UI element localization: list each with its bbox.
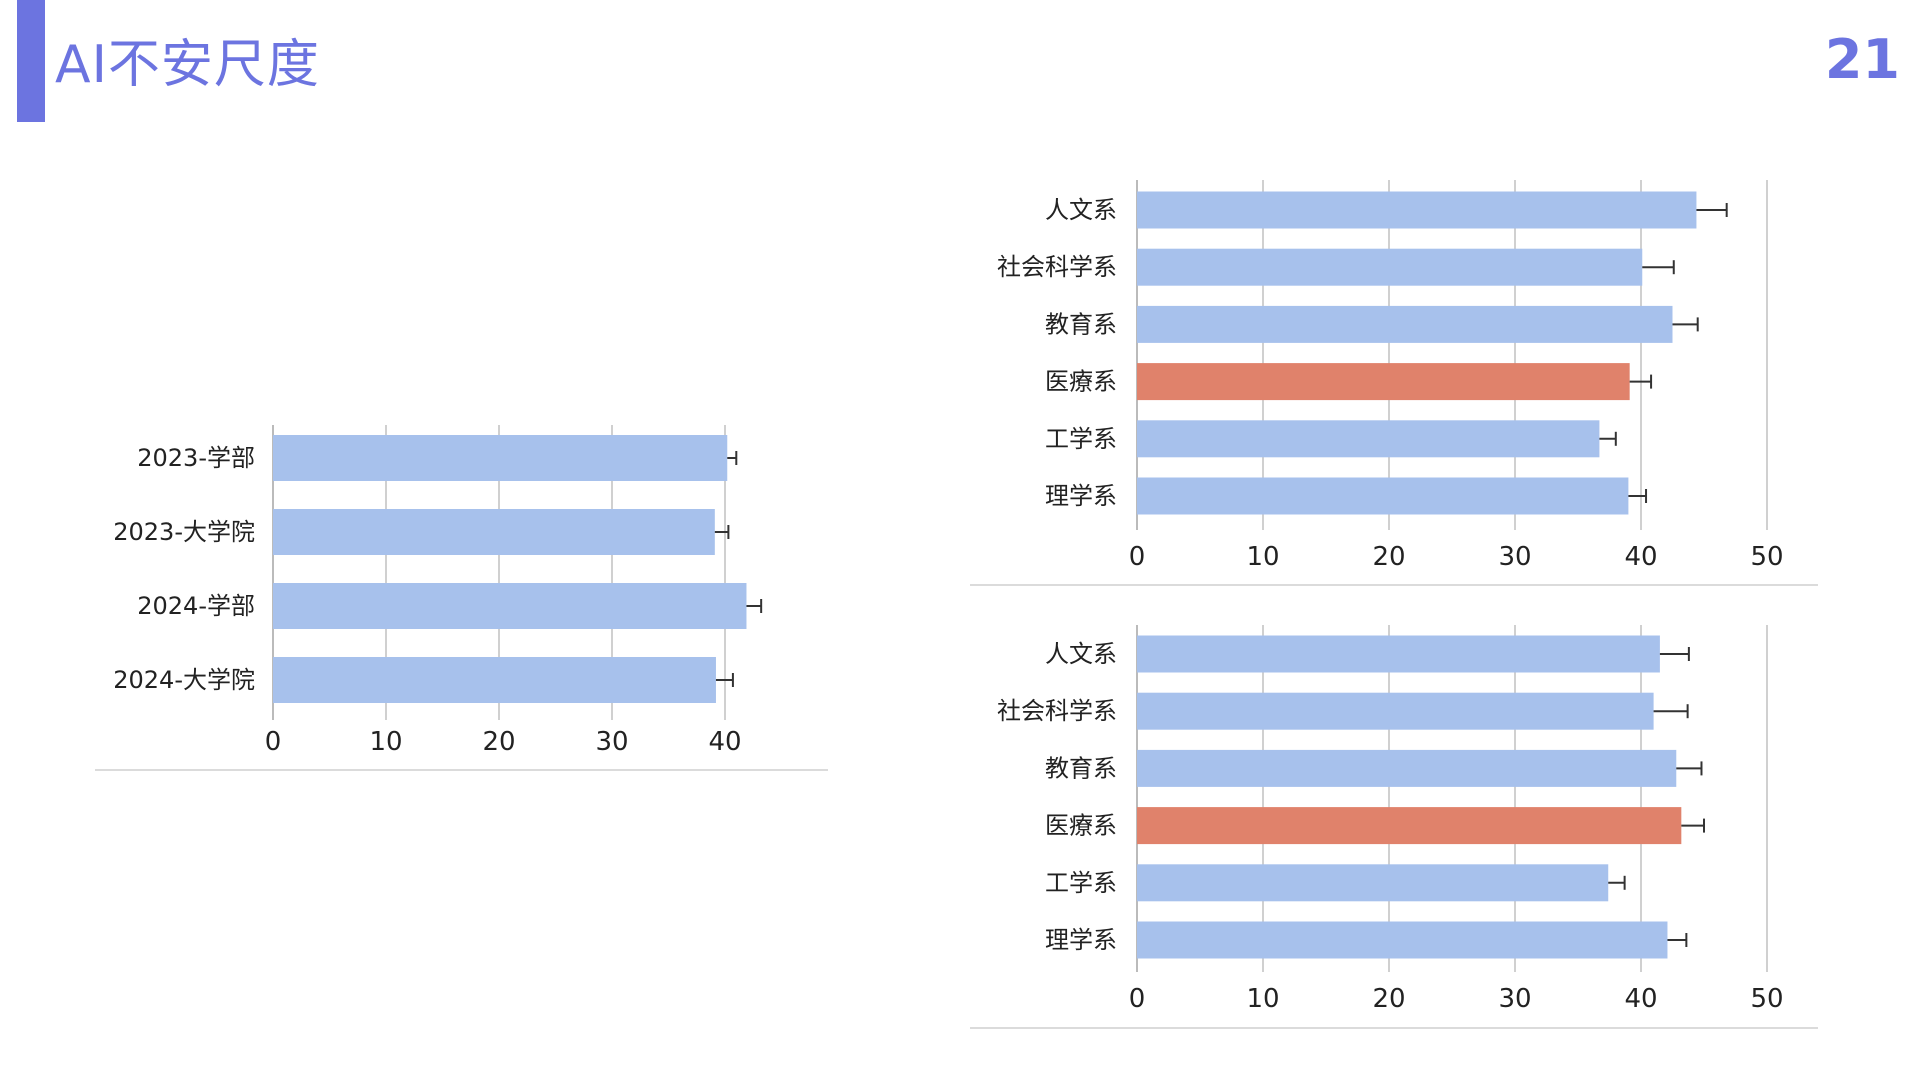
x-tick-label: 40 (708, 727, 741, 757)
x-tick-label: 40 (1624, 984, 1657, 1014)
category-label: 工学系 (1045, 425, 1117, 453)
x-tick-label: 10 (1246, 542, 1279, 572)
category-label: 2023-大学院 (113, 518, 255, 546)
bar (1137, 807, 1682, 845)
category-label: 医療系 (1045, 368, 1117, 396)
bar (273, 509, 715, 555)
x-tick-label: 30 (595, 727, 628, 757)
bar (1137, 191, 1697, 229)
bar (1137, 864, 1609, 902)
bar (1137, 363, 1630, 401)
bar (273, 583, 747, 629)
x-tick-label: 50 (1750, 984, 1783, 1014)
x-tick-label: 30 (1498, 542, 1531, 572)
bar (1137, 420, 1600, 458)
bar (1137, 749, 1677, 787)
bar (1137, 921, 1668, 959)
x-tick-label: 20 (482, 727, 515, 757)
slide-title: AI不安尺度 (55, 35, 320, 95)
x-tick-label: 0 (1129, 984, 1146, 1014)
accent-bar (17, 0, 45, 122)
x-tick-label: 0 (1129, 542, 1146, 572)
bar (1137, 692, 1654, 730)
page-number: 21 (1824, 28, 1900, 91)
x-tick-label: 50 (1750, 542, 1783, 572)
x-tick-label: 0 (265, 727, 282, 757)
category-label: 理学系 (1045, 482, 1117, 510)
bar (273, 657, 716, 703)
x-tick-label: 10 (369, 727, 402, 757)
bar (1137, 305, 1673, 343)
category-label: 人文系 (1045, 640, 1117, 668)
category-label: 社会科学系 (997, 697, 1117, 725)
x-tick-label: 30 (1498, 984, 1531, 1014)
x-tick-label: 40 (1624, 542, 1657, 572)
category-label: 医療系 (1045, 812, 1117, 840)
category-label: 教育系 (1045, 754, 1117, 782)
bar (1137, 477, 1629, 515)
category-label: 2024-学部 (137, 592, 255, 620)
category-label: 工学系 (1045, 869, 1117, 897)
category-label: 教育系 (1045, 310, 1117, 338)
category-label: 社会科学系 (997, 253, 1117, 281)
x-tick-label: 20 (1372, 542, 1405, 572)
x-tick-label: 20 (1372, 984, 1405, 1014)
category-label: 2023-学部 (137, 444, 255, 472)
category-label: 人文系 (1045, 196, 1117, 224)
x-tick-label: 10 (1246, 984, 1279, 1014)
bar (273, 435, 728, 481)
bar (1137, 248, 1643, 286)
category-label: 理学系 (1045, 926, 1117, 954)
bar (1137, 635, 1660, 673)
category-label: 2024-大学院 (113, 666, 255, 694)
